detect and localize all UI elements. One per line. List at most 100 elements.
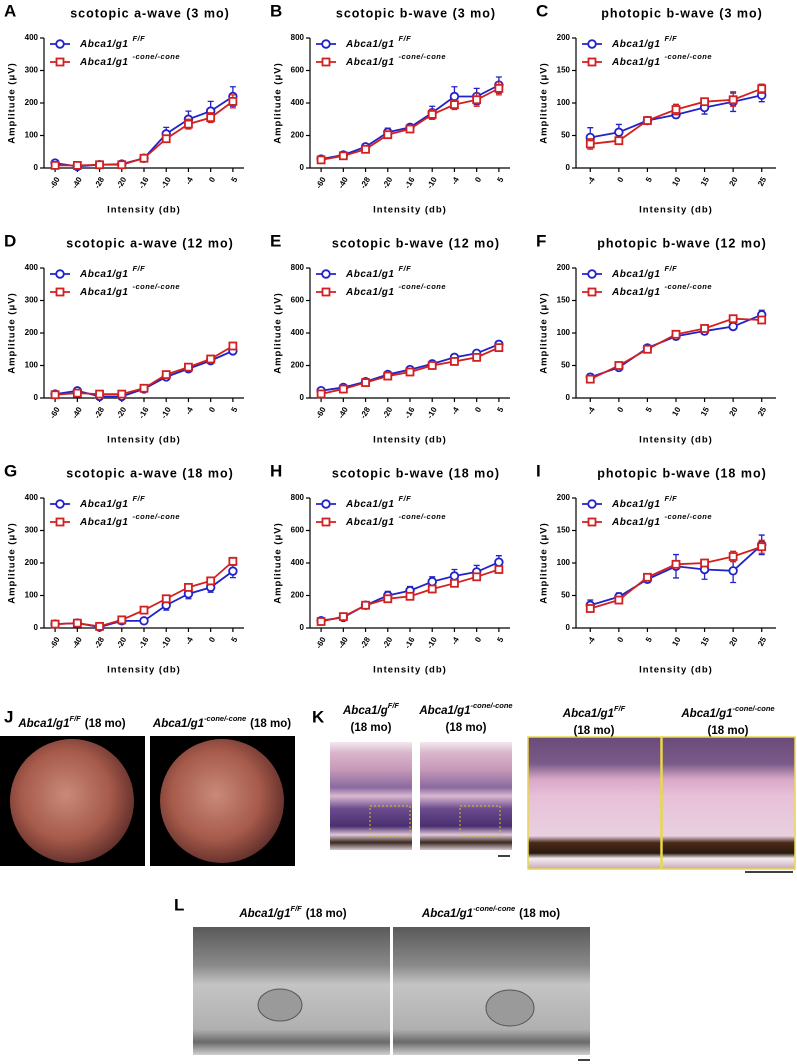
marker [671,559,681,569]
x-tick-label: -16 [403,405,417,420]
label-superscript: -cone/-cone [733,704,775,713]
legend-name: Abca1/g1 [611,499,660,510]
em-images [193,927,590,1061]
marker [383,130,393,140]
x-tick-label: -4 [184,405,196,416]
label: Abca1/g1-cone/-cone (18 mo) [152,714,291,730]
x-axis-label: Intensity (db) [107,205,181,216]
legend-label: Abca1/g1 F/F [345,494,411,510]
x-tick-label: -28 [93,635,107,650]
legend-marker [587,517,597,527]
label-superscript: F/F [290,904,302,913]
marker [427,576,437,587]
marker [206,354,216,364]
x-tick-label: -20 [381,175,395,190]
y-tick-label: 100 [557,328,571,337]
x-tick-label: 5 [495,635,505,644]
marker [72,160,82,170]
x-axis-label: Intensity (db) [373,435,447,446]
legend-label: Abca1/g1 F/F [79,34,145,50]
marker [494,565,504,574]
panel-letter: B [270,1,282,20]
x-tick-label: 0 [207,635,217,644]
marker [338,384,348,394]
marker [614,595,624,605]
y-tick-label: 150 [557,296,571,305]
y-axis-label: Amplitude (μV) [539,292,550,374]
y-tick-label: 0 [34,393,39,402]
histology-images [330,736,796,873]
marker [228,566,238,576]
label-base: Abca1/g [342,705,388,717]
y-axis-label: Amplitude (μV) [273,292,284,374]
x-tick-label: 20 [727,635,740,648]
y-tick-label: 100 [25,591,39,600]
legend-name: Abca1/g1 [345,39,394,50]
legend-label: Abca1/g1 F/F [79,494,145,510]
label-superscript: -cone/-cone [473,904,515,913]
panel-letter: H [270,461,282,480]
legend-marker [55,517,65,527]
x-tick-label: -16 [137,635,151,650]
legend-name: Abca1/g1 [345,57,394,68]
label-superscript: F/F [388,701,400,710]
panel-letter: L [174,895,184,914]
x-axis-label: Intensity (db) [373,205,447,216]
label-superscript: -cone/-cone [204,714,246,723]
x-tick-label: -16 [137,175,151,190]
legend-superscript: F/F [398,494,411,503]
panel-letter: K [312,707,325,726]
label-suffix: (18 mo) [351,722,392,734]
marker [405,591,415,601]
legend-superscript: -cone/-cone [664,512,712,521]
marker [139,383,149,393]
legend-marker [321,269,331,279]
legend-marker [587,269,597,279]
legend-name: Abca1/g1 [345,269,394,280]
legend-name: Abca1/g1 [611,57,660,68]
x-tick-label: 0 [473,635,483,644]
y-tick-label: 100 [557,98,571,107]
marker [494,343,504,353]
marker [361,378,370,387]
legend-marker [55,269,65,279]
x-tick-label: -20 [115,405,129,420]
label-base: Abca1/g1 [152,718,204,730]
x-tick-label: 0 [615,405,625,414]
y-tick-label: 800 [291,33,305,42]
x-axis-label: Intensity (db) [639,205,713,216]
marker [585,374,595,384]
chart-title: photopic b-wave (18 mo) [597,466,767,480]
y-tick-label: 400 [291,98,305,107]
y-tick-label: 100 [25,131,39,140]
marker [585,604,595,613]
y-tick-label: 0 [300,163,305,172]
x-tick-label: 0 [207,175,217,184]
fundus-images [0,736,295,866]
legend-name: Abca1/g1 [79,499,128,510]
marker [728,321,738,332]
x-tick-label: -40 [70,175,84,190]
x-tick-label: 15 [699,175,712,188]
label-superscript: -cone/-cone [471,701,513,710]
x-tick-label: 0 [473,175,483,184]
x-tick-label: -40 [336,635,350,650]
x-tick-label: 10 [670,175,683,188]
legend-marker [55,39,65,49]
y-tick-label: 200 [557,33,571,42]
panel-letter: J [4,707,13,726]
y-tick-label: 400 [25,263,39,272]
marker [643,344,652,354]
legend-name: Abca1/g1 [79,57,128,68]
label: Abca1/g1-cone/-cone [418,701,512,717]
x-tick-label: -28 [359,635,373,650]
legend-label: Abca1/g1 -cone/-cone [79,52,180,68]
x-tick-label: 0 [207,405,217,414]
legend-superscript: -cone/-cone [664,52,712,61]
x-tick-label: -4 [585,405,597,416]
panel-letter: F [536,231,546,250]
legend-marker [587,57,597,67]
legend-name: Abca1/g1 [345,287,394,298]
y-tick-label: 400 [291,328,305,337]
